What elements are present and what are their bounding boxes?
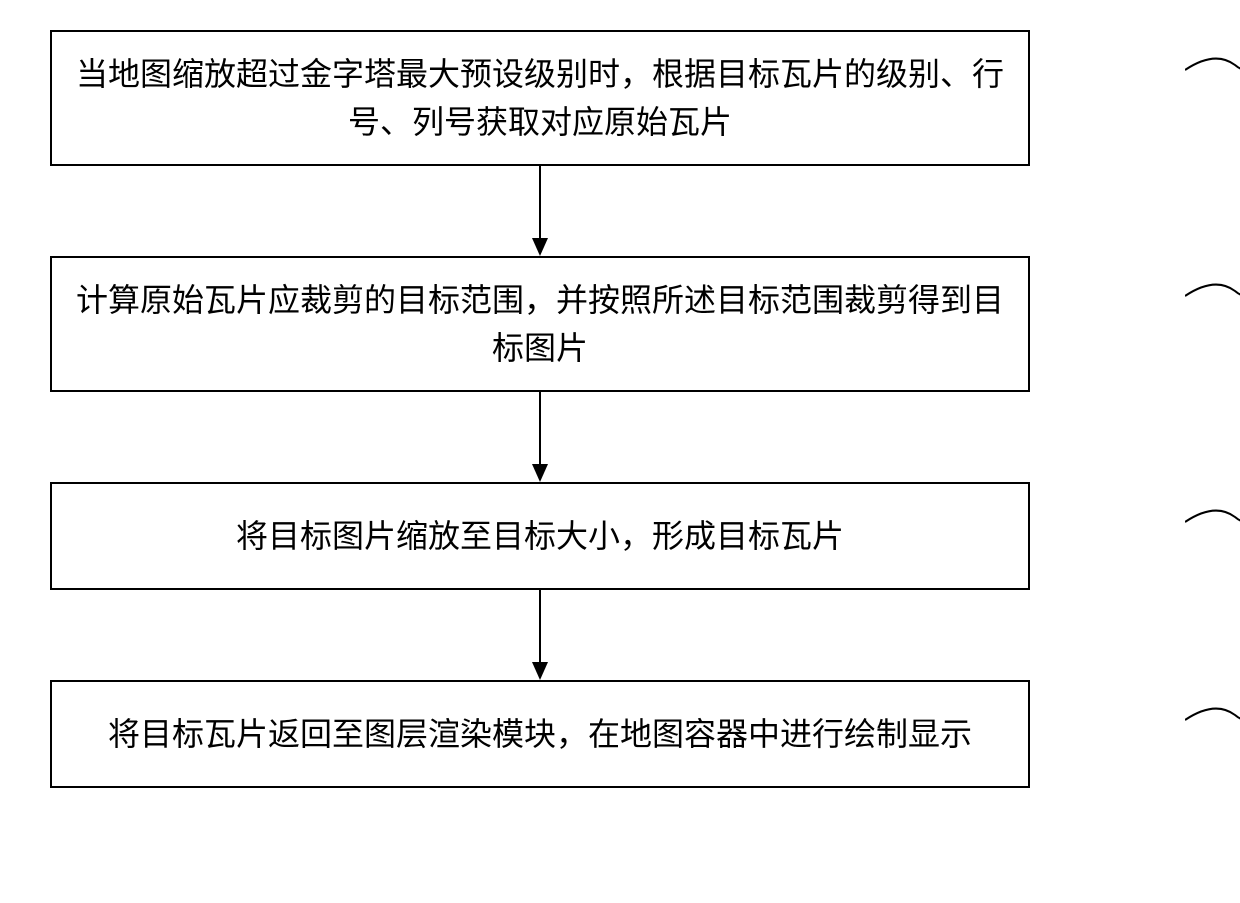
step-text: 当地图缩放超过金字塔最大预设级别时，根据目标瓦片的级别、行号、列号获取对应原始瓦…: [72, 50, 1008, 146]
label-connector-curve: [1185, 700, 1240, 750]
flowchart-arrow: [50, 590, 1030, 680]
flowchart-step: 将目标图片缩放至目标大小，形成目标瓦片 S3: [50, 482, 1190, 590]
flowchart-step: 计算原始瓦片应裁剪的目标范围，并按照所述目标范围裁剪得到目标图片 S2: [50, 256, 1190, 392]
step-box-s4: 将目标瓦片返回至图层渲染模块，在地图容器中进行绘制显示: [50, 680, 1030, 788]
label-connector-curve: [1185, 50, 1240, 100]
label-connector-curve: [1185, 502, 1240, 552]
flowchart-container: 当地图缩放超过金字塔最大预设级别时，根据目标瓦片的级别、行号、列号获取对应原始瓦…: [50, 30, 1190, 788]
step-box-s3: 将目标图片缩放至目标大小，形成目标瓦片: [50, 482, 1030, 590]
flowchart-arrow: [50, 166, 1030, 256]
flowchart-step: 将目标瓦片返回至图层渲染模块，在地图容器中进行绘制显示 S4: [50, 680, 1190, 788]
step-box-s1: 当地图缩放超过金字塔最大预设级别时，根据目标瓦片的级别、行号、列号获取对应原始瓦…: [50, 30, 1030, 166]
step-text: 计算原始瓦片应裁剪的目标范围，并按照所述目标范围裁剪得到目标图片: [72, 276, 1008, 372]
flowchart-arrow: [50, 392, 1030, 482]
step-text: 将目标瓦片返回至图层渲染模块，在地图容器中进行绘制显示: [72, 710, 1008, 758]
step-text: 将目标图片缩放至目标大小，形成目标瓦片: [72, 512, 1008, 560]
step-box-s2: 计算原始瓦片应裁剪的目标范围，并按照所述目标范围裁剪得到目标图片: [50, 256, 1030, 392]
flowchart-step: 当地图缩放超过金字塔最大预设级别时，根据目标瓦片的级别、行号、列号获取对应原始瓦…: [50, 30, 1190, 166]
label-connector-curve: [1185, 276, 1240, 326]
